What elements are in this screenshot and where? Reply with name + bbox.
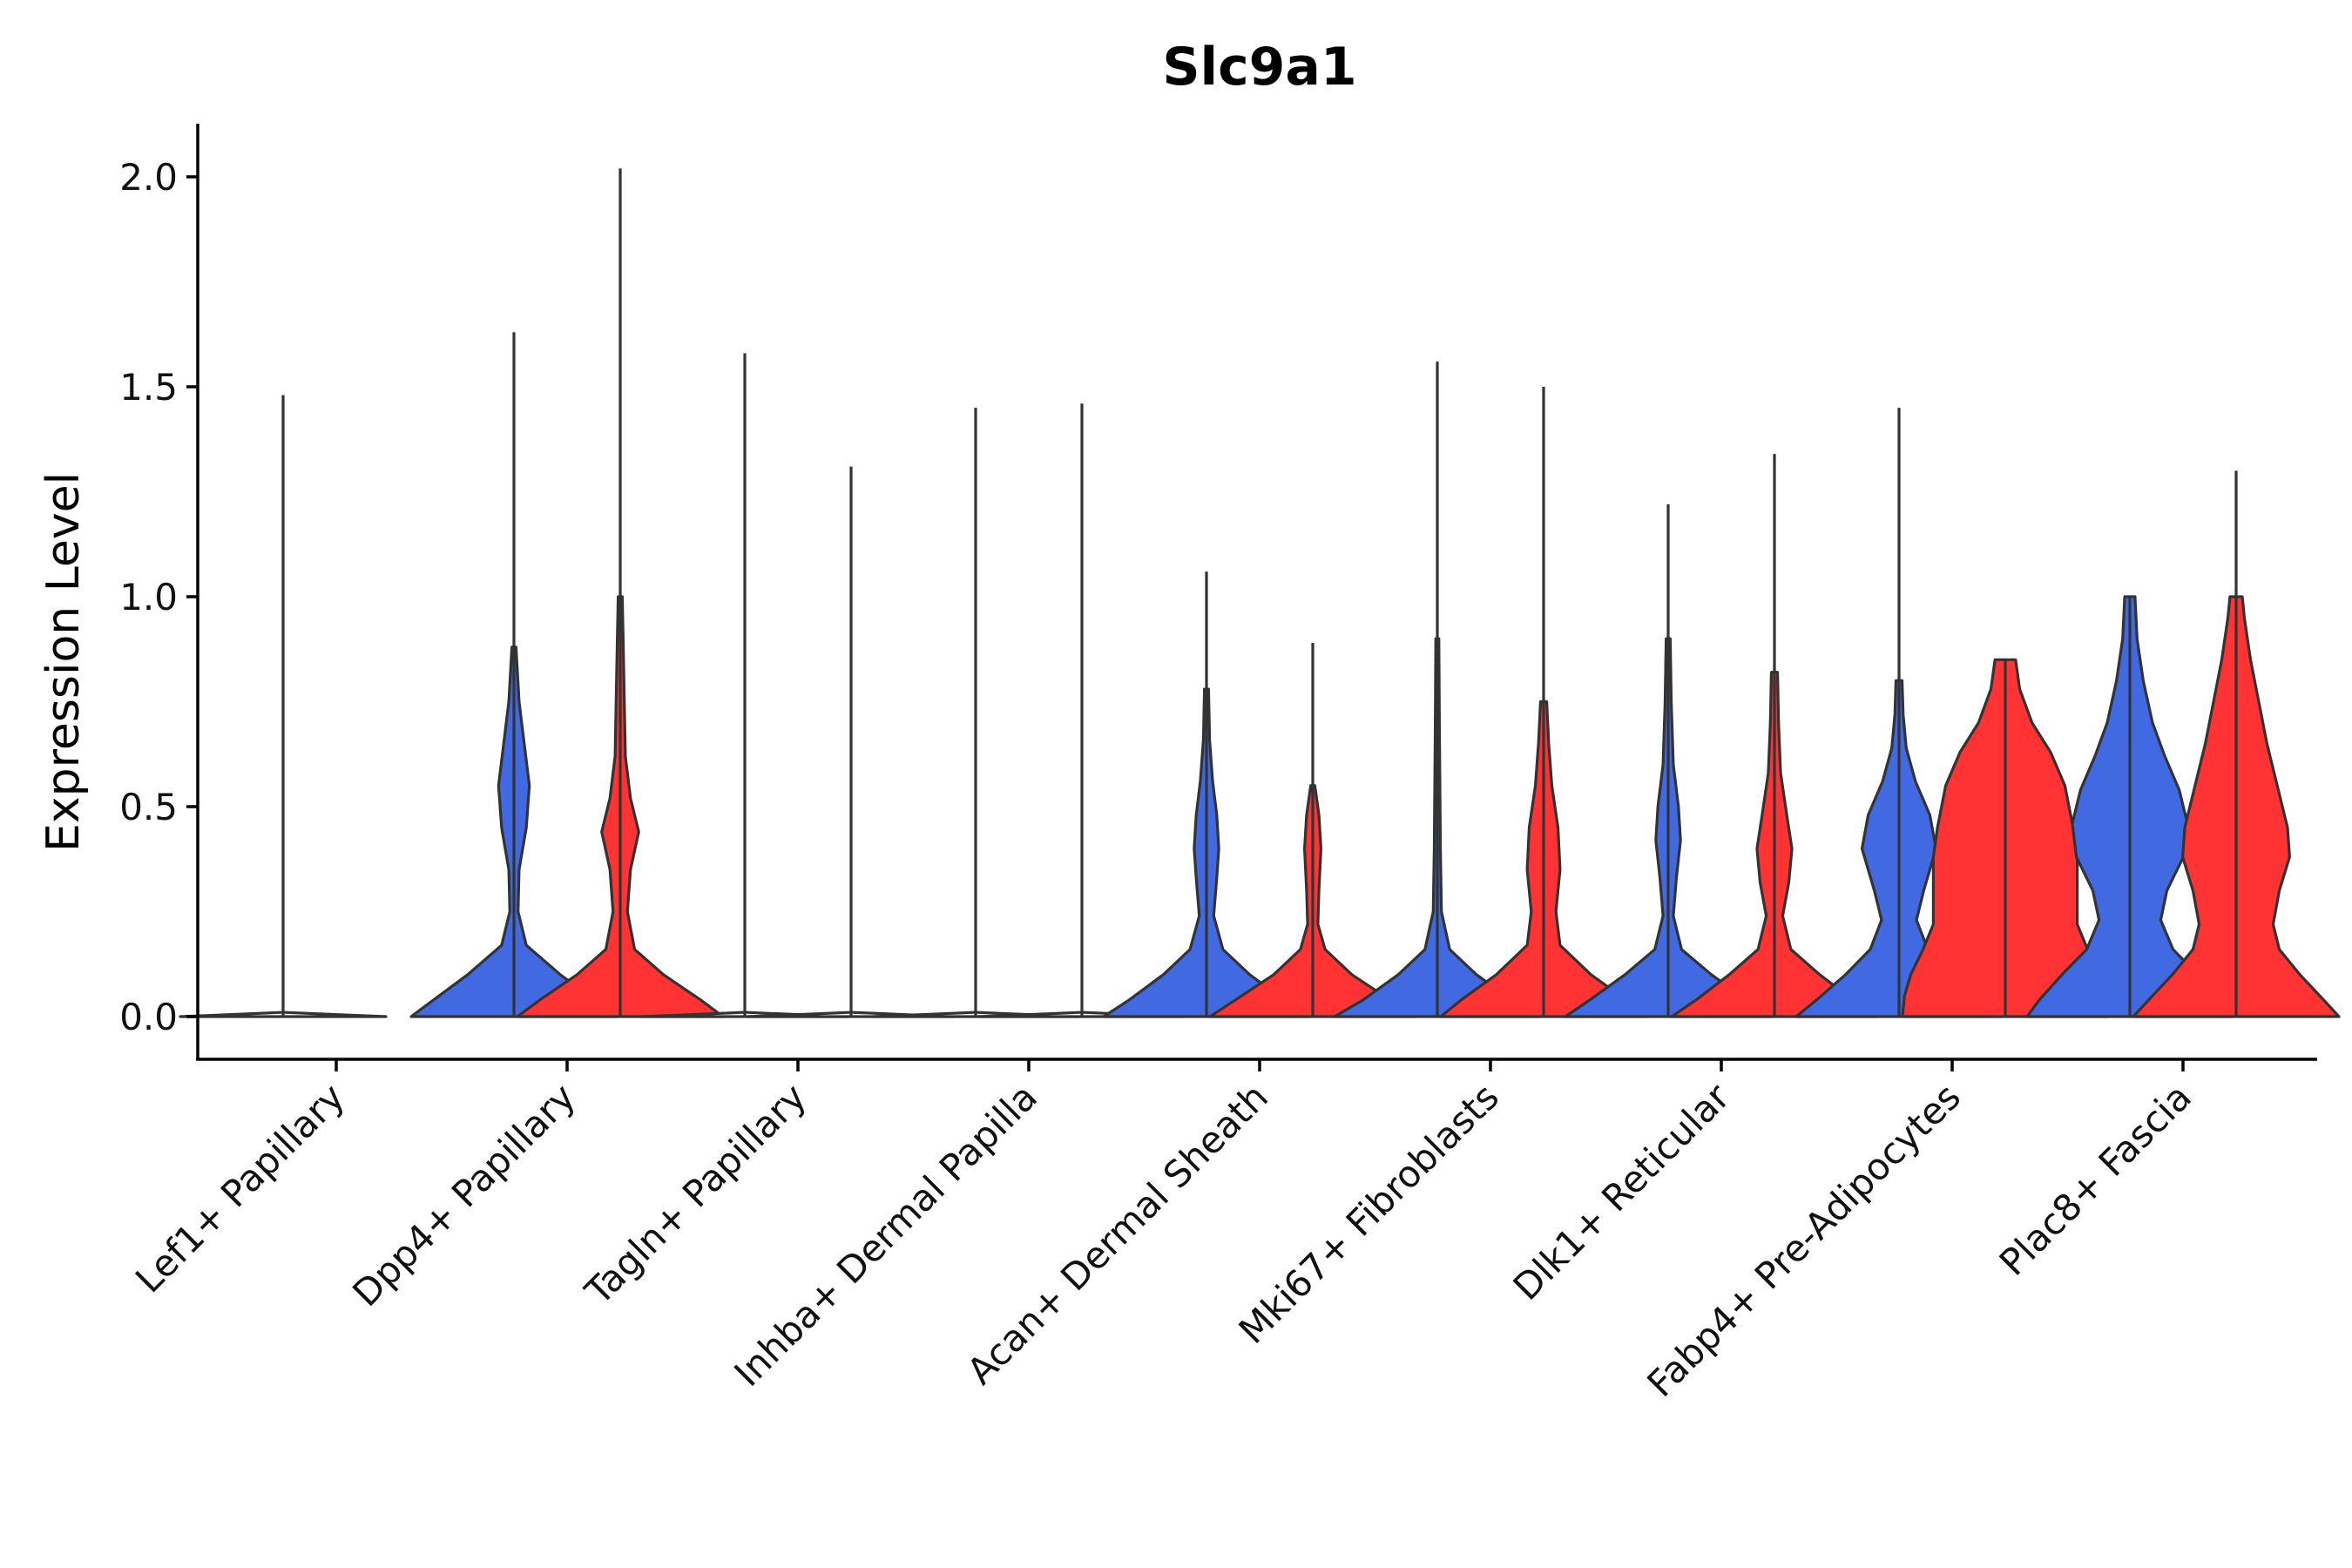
x-tick-label: Mki67+ Fibroblasts bbox=[1231, 1075, 1507, 1351]
violin-left bbox=[1333, 362, 1542, 1018]
violin-right bbox=[2132, 470, 2341, 1018]
violin-right bbox=[977, 403, 1186, 1018]
violin-right bbox=[1670, 454, 1879, 1018]
violin-left bbox=[1102, 571, 1311, 1018]
x-tick-label: Tagln+ Papillary bbox=[577, 1075, 814, 1313]
violin-right bbox=[516, 168, 725, 1018]
y-tick-label: 1.0 bbox=[119, 576, 178, 618]
violin-left bbox=[640, 353, 849, 1018]
y-tick-label: 0.0 bbox=[119, 996, 178, 1038]
violin-layer bbox=[179, 168, 2341, 1018]
y-axis-ticks: 0.0 0.5 1.0 1.5 2.0 bbox=[119, 156, 198, 1038]
y-axis-label: Expression Level bbox=[37, 472, 90, 852]
violin-left bbox=[871, 408, 1080, 1018]
x-tick-label: Dlk1+ Reticular bbox=[1505, 1075, 1739, 1308]
x-tick-label: Lef1+ Papillary bbox=[127, 1075, 353, 1301]
violin-left bbox=[2025, 595, 2234, 1018]
y-tick-label: 2.0 bbox=[119, 156, 178, 199]
violin-left bbox=[1564, 504, 1773, 1018]
violin-left bbox=[409, 332, 618, 1018]
y-tick-label: 1.5 bbox=[119, 366, 178, 409]
x-tick-label: Plac8+ Fascia bbox=[1991, 1075, 2200, 1283]
violin-right bbox=[1901, 658, 2110, 1018]
chart-title: Slc9a1 bbox=[1162, 37, 1356, 98]
violin-left bbox=[179, 395, 388, 1018]
violin-right bbox=[747, 466, 956, 1018]
x-tick-label: Dpp4+ Papillary bbox=[344, 1075, 584, 1315]
violin-right bbox=[1208, 643, 1417, 1018]
violin-left bbox=[1794, 408, 2004, 1018]
violin-right bbox=[1439, 387, 1648, 1018]
y-tick-label: 0.5 bbox=[119, 786, 178, 828]
